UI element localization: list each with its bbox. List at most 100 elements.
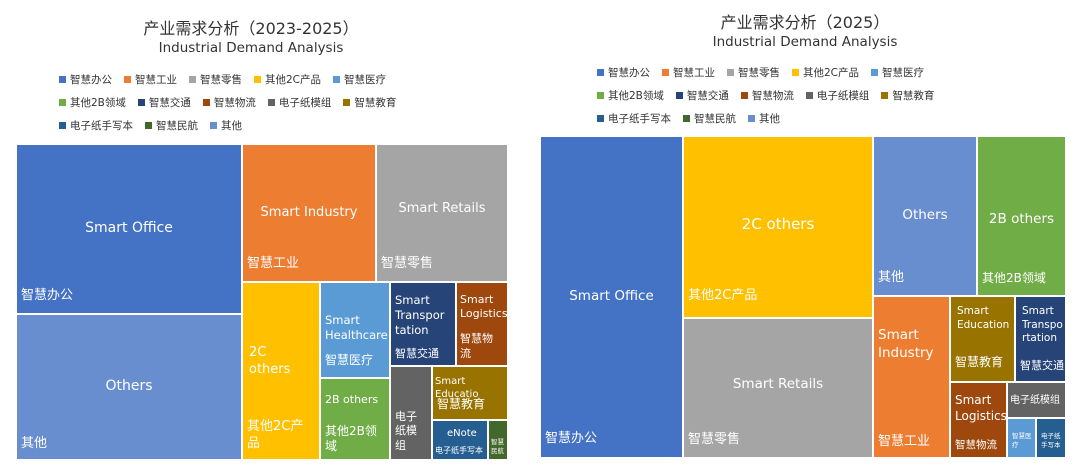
legend-swatch bbox=[137, 99, 145, 106]
cell-label-en: Smart Retails bbox=[732, 376, 824, 392]
legend-swatch bbox=[871, 69, 879, 76]
cell-label-cn: 智慧医疗 bbox=[325, 353, 374, 368]
legend-swatch bbox=[59, 76, 66, 83]
cell-label-en: Smart Education bbox=[957, 305, 1010, 331]
legend-item: 智慧工业 bbox=[124, 72, 177, 87]
legend-swatch bbox=[343, 99, 351, 106]
legend-swatch bbox=[145, 122, 152, 129]
treemap-cell-smart-healthcare: Smart Healthcare 智慧医疗 bbox=[320, 282, 390, 378]
cell-label-cn: 智慧工业 bbox=[878, 434, 931, 450]
legend-row: 其他2B领域 智慧交通 智慧物流 电子纸模组 智慧教育 bbox=[59, 95, 408, 110]
legend-label: 其他2B领域 bbox=[608, 90, 664, 102]
cell-label-cn: 电子纸手写本 bbox=[435, 445, 483, 455]
treemap-panel-2023-2025: 产业需求分析（2023-2025） Industrial Demand Anal… bbox=[16, 19, 508, 460]
legend-label: 智慧零售 bbox=[200, 74, 242, 86]
cell-label-cn: 智慧办公 bbox=[545, 431, 598, 447]
legend-swatch bbox=[748, 115, 755, 122]
legend-label: 电子纸手写本 bbox=[70, 120, 133, 132]
cell-label-en: eNote bbox=[447, 428, 477, 439]
legend-label: 智慧物流 bbox=[751, 90, 794, 102]
cell-label-cn: 智慧工业 bbox=[247, 256, 300, 272]
legend-swatch bbox=[267, 99, 275, 106]
treemap-cell-smart-office: Smart Office 智慧办公 bbox=[16, 144, 242, 314]
legend-swatch bbox=[333, 76, 341, 83]
treemap-cell-smart-retails: Smart Retails 智慧零售 bbox=[683, 318, 873, 458]
cell-label-en: 2B others bbox=[325, 393, 379, 406]
cell-label-en: 2B others bbox=[988, 211, 1055, 227]
legend-label: 其他 bbox=[221, 120, 242, 132]
chart-subtitle: Industrial Demand Analysis bbox=[158, 40, 344, 56]
legend-item: 智慧物流 bbox=[202, 95, 256, 110]
cell-label-en: Smart Transpo rtation bbox=[1022, 305, 1063, 345]
legend-item: 其他 bbox=[748, 111, 780, 126]
legend-swatch bbox=[202, 99, 210, 106]
legend-swatch bbox=[740, 92, 748, 99]
legend-swatch bbox=[683, 115, 690, 122]
treemap-cell-smart-education: Smart Education 智慧教育 bbox=[950, 296, 1015, 382]
legend-swatch bbox=[254, 76, 261, 83]
cell-label-cn: 智慧教育 bbox=[437, 397, 486, 412]
cell-label-cn: 智慧 民航 bbox=[491, 438, 504, 455]
legend-label: 其他2C产品 bbox=[265, 74, 322, 86]
legend-swatch bbox=[675, 92, 683, 99]
cell-label-en: Smart Office bbox=[85, 220, 173, 236]
legend-item: 其他2C产品 bbox=[792, 65, 859, 80]
cell-label-cn: 智慧教育 bbox=[955, 355, 1004, 370]
legend-item: 智慧工业 bbox=[662, 65, 715, 80]
cell-label-cn: 其他 bbox=[878, 270, 905, 286]
legend-swatch bbox=[727, 69, 734, 76]
treemap-cell-2b-others: 2B others 其他2B领 域 bbox=[320, 378, 390, 460]
cell-label-cn: 电子纸模组 bbox=[1010, 395, 1060, 406]
legend-label: 智慧交通 bbox=[686, 90, 729, 102]
legend-swatch bbox=[792, 69, 799, 76]
legend-label: 智慧医疗 bbox=[344, 74, 387, 86]
treemap-cell-others: Others 其他 bbox=[873, 136, 977, 296]
cell-label-en: 2C others bbox=[741, 215, 815, 233]
legend-label: 智慧办公 bbox=[70, 74, 112, 86]
legend-label: 其他2B领域 bbox=[70, 97, 126, 109]
treemap-cell-2c-others: 2C others 其他2C产品 bbox=[683, 136, 873, 318]
treemap-cell-enote: eNote 电子纸手写本 bbox=[432, 420, 488, 460]
cell-label-cn: 其他 bbox=[21, 436, 48, 452]
cell-label-en: Smart Industry bbox=[878, 327, 934, 361]
legend-item: 智慧教育 bbox=[343, 95, 396, 110]
treemap-cell-2c-others: 2C others 其他2C产 品 bbox=[242, 282, 320, 460]
legend-item: 智慧物流 bbox=[740, 88, 794, 103]
treemap-cell-smart-industry: Smart Industry 智慧工业 bbox=[873, 296, 950, 458]
legend-item: 智慧办公 bbox=[597, 65, 650, 80]
legend-label: 智慧工业 bbox=[673, 67, 715, 79]
legend-label: 智慧民航 bbox=[156, 120, 198, 132]
legend-item: 智慧医疗 bbox=[333, 72, 386, 87]
treemap-cell-enote: 电子纸 手写本 bbox=[1036, 418, 1066, 458]
treemap-cell-smart-retails: Smart Retails 智慧零售 bbox=[376, 144, 508, 282]
treemap-cell-smart-aviation: 智慧 民航 bbox=[488, 420, 508, 460]
cell-label-en: Smart Logistics bbox=[460, 293, 508, 321]
legend-swatch bbox=[597, 115, 604, 122]
cell-label-cn: 智慧物 流 bbox=[460, 332, 493, 360]
legend-row: 电子纸手写本 智慧民航 其他 bbox=[59, 118, 254, 133]
cell-label-en: Smart Logistics bbox=[955, 393, 1007, 423]
legend-row: 其他2B领域 智慧交通 智慧物流 电子纸模组 智慧教育 bbox=[597, 88, 946, 103]
cell-label-cn: 智慧医 疗 bbox=[1012, 432, 1032, 449]
treemap-cell-e-paper-module: 电子纸模组 bbox=[1007, 382, 1066, 418]
chart-subtitle: Industrial Demand Analysis bbox=[712, 34, 898, 50]
cell-label-cn: 电子 纸模 组 bbox=[395, 410, 417, 452]
cell-label-cn: 其他2B领 域 bbox=[325, 423, 377, 454]
cell-label-cn: 智慧零售 bbox=[381, 256, 434, 272]
legend-item: 其他2B领域 bbox=[597, 88, 664, 103]
legend-label: 智慧教育 bbox=[354, 97, 397, 109]
legend-swatch bbox=[59, 122, 66, 129]
cell-label-cn: 智慧办公 bbox=[21, 288, 74, 304]
legend-label: 智慧医疗 bbox=[882, 67, 925, 79]
treemap-cell-smart-transportation: Smart Transpor tation 智慧交通 bbox=[390, 282, 456, 366]
legend-swatch bbox=[805, 92, 813, 99]
cell-label-en: Smart Industry bbox=[260, 205, 358, 220]
cell-label-en: Smart Office bbox=[569, 288, 654, 304]
treemap-cell-others: Others 其他 bbox=[16, 314, 242, 460]
legend-item: 电子纸模组 bbox=[267, 95, 332, 110]
legend-swatch bbox=[597, 69, 604, 76]
treemap-chart: Smart Office 智慧办公 2C others 其他2C产品 Smart Ret… bbox=[540, 136, 1066, 458]
legend-label: 电子纸模组 bbox=[278, 97, 332, 109]
legend-item: 其他 bbox=[210, 118, 242, 133]
legend-item: 智慧民航 bbox=[145, 118, 198, 133]
